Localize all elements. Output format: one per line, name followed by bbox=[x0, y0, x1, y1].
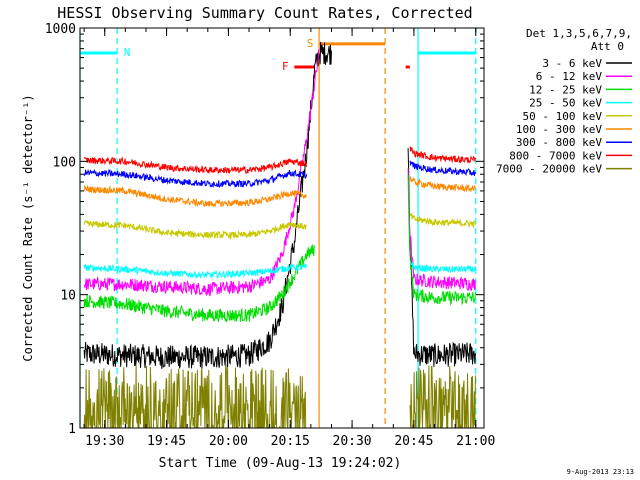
x-tick-label: 19:45 bbox=[147, 434, 186, 449]
axis-ticks: 19:30 19:45 20:00 20:15 20:30 20:45 21:00 1 10 10… bbox=[45, 22, 496, 449]
x-tick-label: 20:15 bbox=[271, 434, 310, 449]
series-line bbox=[83, 363, 476, 430]
series-line bbox=[83, 146, 476, 175]
x-tick-label: 21:00 bbox=[456, 434, 495, 449]
flag-label: F bbox=[282, 60, 289, 73]
y-axis-label: Corrected Count Rate (s⁻¹ detector⁻¹) bbox=[21, 94, 35, 361]
legend-entry-label: 800 - 7000 keV bbox=[509, 149, 602, 162]
flag-label: S bbox=[307, 37, 314, 50]
series-line bbox=[83, 41, 476, 369]
x-tick-label: 19:30 bbox=[85, 434, 124, 449]
plot-area: N F S bbox=[79, 28, 477, 430]
x-axis-label: Start Time (09-Aug-13 19:24:02) bbox=[159, 456, 402, 471]
chart-title: HESSI Observing Summary Count Rates, Cor… bbox=[57, 4, 472, 22]
legend-entry-label: 7000 - 20000 keV bbox=[496, 163, 602, 176]
plot-frame bbox=[79, 27, 485, 429]
y-tick-label: 10 bbox=[60, 289, 76, 304]
y-tick-label: 1 bbox=[68, 422, 76, 437]
legend-header-line2: Att 0 bbox=[591, 40, 624, 53]
footer-timestamp: 9-Aug-2013 23:13 bbox=[567, 468, 634, 476]
legend-entry-label: 12 - 25 keV bbox=[529, 83, 602, 96]
series-line bbox=[83, 212, 476, 240]
flag-label: N bbox=[124, 46, 131, 59]
series-line bbox=[83, 48, 476, 297]
series-line bbox=[83, 160, 476, 189]
legend-entry-label: 50 - 100 keV bbox=[523, 110, 603, 123]
y-tick-label: 100 bbox=[53, 155, 76, 170]
legend-header-line1: Det 1,3,5,6,7,9, bbox=[526, 27, 632, 40]
series-line bbox=[83, 174, 476, 323]
legend-entry-label: 25 - 50 keV bbox=[529, 97, 602, 110]
y-tick-label: 1000 bbox=[45, 22, 76, 37]
legend-entry-label: 3 - 6 keV bbox=[542, 57, 602, 70]
series-line bbox=[83, 176, 476, 207]
series-line bbox=[83, 260, 476, 279]
legend-entry-label: 6 - 12 keV bbox=[536, 70, 603, 83]
x-tick-label: 20:00 bbox=[209, 434, 248, 449]
x-tick-label: 20:30 bbox=[333, 434, 372, 449]
legend-entry-label: 100 - 300 keV bbox=[516, 123, 602, 136]
legend-entry-label: 300 - 800 keV bbox=[516, 136, 602, 149]
x-tick-label: 20:45 bbox=[394, 434, 433, 449]
